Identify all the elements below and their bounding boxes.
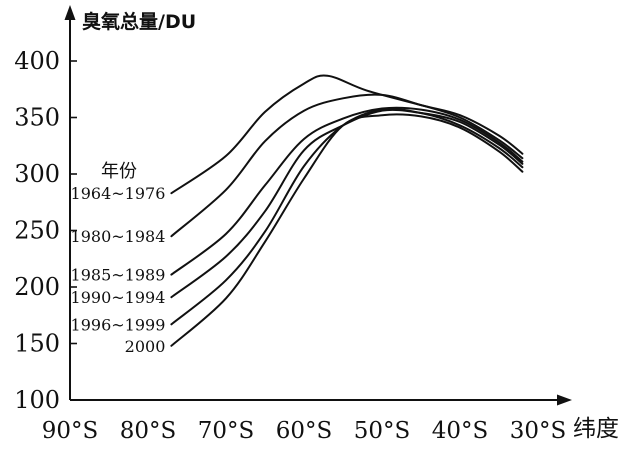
series-labels: 1964~1976 1980~1984 1985~1989 1990~1994 1996… — [71, 184, 166, 356]
y-tick-label: 150 — [14, 330, 60, 358]
y-tick-label: 350 — [14, 104, 60, 132]
x-ticks: 90°S 80°S 70°S 60°S 50°S 40°S 30°S — [42, 418, 567, 444]
series-label: 1964~1976 — [71, 184, 166, 203]
axes: 臭氧总量/DU 纬度 — [64, 5, 619, 442]
series-line — [170, 113, 524, 347]
series-label: 1985~1989 — [71, 266, 166, 285]
y-tick-label: 200 — [14, 273, 60, 301]
y-tick-label: 400 — [14, 47, 60, 75]
x-tick-label: 90°S — [42, 418, 99, 444]
x-tick-label: 60°S — [276, 418, 333, 444]
legend-title: 年份 — [101, 161, 137, 182]
series-line — [170, 93, 524, 238]
series-label: 1990~1994 — [71, 288, 166, 307]
y-tick-label: 300 — [14, 160, 60, 188]
y-ticks: 400 350 300 250 200 150 100 — [14, 47, 77, 414]
x-tick-label: 80°S — [120, 418, 177, 444]
y-axis-arrow — [64, 5, 76, 20]
y-tick-label: 250 — [14, 217, 60, 245]
series-label: 1996~1999 — [71, 315, 166, 334]
series-label: 2000 — [125, 337, 166, 356]
series-line — [170, 106, 524, 276]
x-tick-label: 50°S — [354, 418, 411, 444]
series-label: 1980~1984 — [71, 227, 166, 246]
x-tick-label: 40°S — [432, 418, 489, 444]
y-axis-title: 臭氧总量/DU — [82, 10, 196, 33]
series-line — [170, 107, 524, 326]
x-tick-label: 70°S — [198, 418, 255, 444]
y-tick-label: 100 — [14, 386, 60, 414]
series-line — [170, 108, 524, 299]
x-tick-label: 30°S — [510, 418, 567, 444]
x-axis-arrow — [557, 394, 572, 406]
series-lines — [170, 74, 524, 347]
x-axis-title: 纬度 — [573, 416, 619, 442]
series-line — [170, 74, 524, 195]
